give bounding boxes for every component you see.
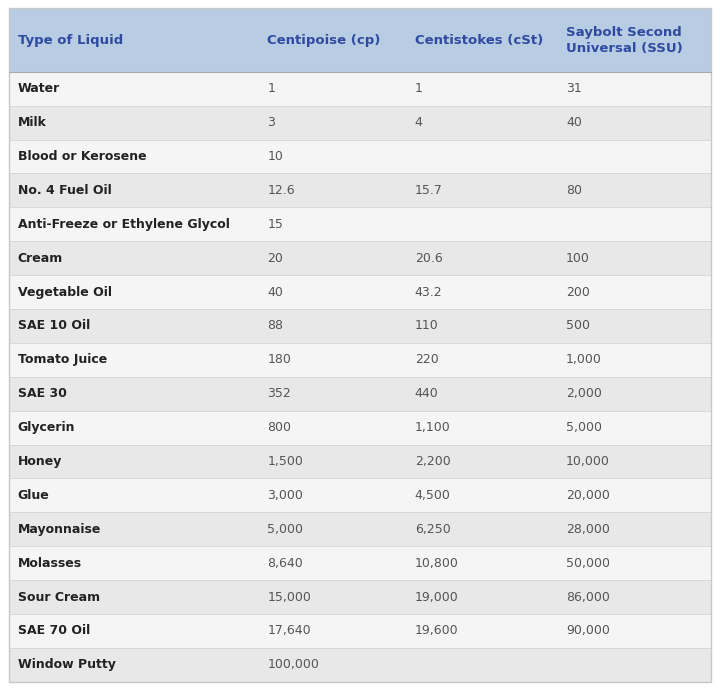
Text: 90,000: 90,000 — [566, 624, 610, 638]
Text: 40: 40 — [566, 116, 582, 129]
Text: 88: 88 — [267, 319, 283, 333]
Text: 800: 800 — [267, 421, 292, 434]
Text: Glycerin: Glycerin — [18, 421, 76, 434]
Text: 10,800: 10,800 — [415, 557, 459, 570]
Text: SAE 10 Oil: SAE 10 Oil — [18, 319, 90, 333]
Text: 5,000: 5,000 — [267, 523, 303, 535]
Text: 12.6: 12.6 — [267, 184, 295, 197]
Text: 20: 20 — [267, 252, 283, 265]
Text: 20,000: 20,000 — [566, 489, 610, 502]
Text: Mayonnaise: Mayonnaise — [18, 523, 101, 535]
Text: 4,500: 4,500 — [415, 489, 451, 502]
Text: 180: 180 — [267, 353, 291, 366]
Bar — [9, 580, 711, 614]
Text: 1,000: 1,000 — [566, 353, 602, 366]
Text: Cream: Cream — [18, 252, 63, 265]
Bar — [9, 309, 711, 343]
Text: 3: 3 — [267, 116, 275, 129]
Text: 2,000: 2,000 — [566, 387, 602, 400]
Text: No. 4 Fuel Oil: No. 4 Fuel Oil — [18, 184, 112, 197]
Text: 100,000: 100,000 — [267, 658, 319, 671]
Bar — [9, 614, 711, 648]
Bar — [9, 546, 711, 580]
Text: 15,000: 15,000 — [267, 591, 311, 604]
Bar — [9, 648, 711, 682]
Text: 1,100: 1,100 — [415, 421, 451, 434]
Text: 500: 500 — [566, 319, 590, 333]
Text: 19,600: 19,600 — [415, 624, 459, 638]
Bar — [9, 478, 711, 512]
Text: 10,000: 10,000 — [566, 455, 610, 468]
Text: Type of Liquid: Type of Liquid — [18, 34, 123, 46]
Text: 1,500: 1,500 — [267, 455, 303, 468]
Text: 3,000: 3,000 — [267, 489, 303, 502]
Text: 8,640: 8,640 — [267, 557, 303, 570]
Text: 86,000: 86,000 — [566, 591, 610, 604]
Text: 50,000: 50,000 — [566, 557, 610, 570]
Bar — [9, 241, 711, 275]
Bar — [9, 275, 711, 309]
Text: 1: 1 — [267, 82, 275, 95]
Text: 15.7: 15.7 — [415, 184, 443, 197]
Text: 110: 110 — [415, 319, 438, 333]
Text: Vegetable Oil: Vegetable Oil — [18, 286, 112, 299]
Text: 6,250: 6,250 — [415, 523, 451, 535]
Text: 2,200: 2,200 — [415, 455, 451, 468]
Text: 19,000: 19,000 — [415, 591, 459, 604]
Text: 5,000: 5,000 — [566, 421, 602, 434]
Text: Tomato Juice: Tomato Juice — [18, 353, 107, 366]
Text: Glue: Glue — [18, 489, 50, 502]
Text: Saybolt Second
Universal (SSU): Saybolt Second Universal (SSU) — [566, 26, 683, 55]
Text: Anti-Freeze or Ethylene Glycol: Anti-Freeze or Ethylene Glycol — [18, 218, 230, 230]
Text: Sour Cream: Sour Cream — [18, 591, 100, 604]
Text: SAE 30: SAE 30 — [18, 387, 67, 400]
Bar — [9, 207, 711, 242]
Text: 28,000: 28,000 — [566, 523, 610, 535]
Text: Honey: Honey — [18, 455, 62, 468]
Text: 10: 10 — [267, 150, 283, 163]
Text: 31: 31 — [566, 82, 582, 95]
Text: Centipoise (cp): Centipoise (cp) — [267, 34, 381, 46]
Bar — [9, 512, 711, 546]
Text: 352: 352 — [267, 387, 291, 400]
Bar — [9, 139, 711, 173]
Text: 440: 440 — [415, 387, 438, 400]
Text: 15: 15 — [267, 218, 283, 230]
Text: 43.2: 43.2 — [415, 286, 442, 299]
Text: 1: 1 — [415, 82, 423, 95]
Text: 100: 100 — [566, 252, 590, 265]
Bar — [9, 444, 711, 478]
Text: Water: Water — [18, 82, 60, 95]
Text: 17,640: 17,640 — [267, 624, 311, 638]
Text: 80: 80 — [566, 184, 582, 197]
Text: SAE 70 Oil: SAE 70 Oil — [18, 624, 90, 638]
Bar — [9, 106, 711, 139]
Text: Molasses: Molasses — [18, 557, 82, 570]
Text: 20.6: 20.6 — [415, 252, 443, 265]
Bar — [9, 343, 711, 377]
Text: Centistokes (cSt): Centistokes (cSt) — [415, 34, 543, 46]
Bar — [9, 377, 711, 411]
Text: 200: 200 — [566, 286, 590, 299]
Text: Blood or Kerosene: Blood or Kerosene — [18, 150, 146, 163]
Text: 220: 220 — [415, 353, 438, 366]
Text: 4: 4 — [415, 116, 423, 129]
Text: 40: 40 — [267, 286, 283, 299]
Bar — [9, 8, 711, 72]
Bar — [9, 72, 711, 106]
Text: Milk: Milk — [18, 116, 47, 129]
Text: Window Putty: Window Putty — [18, 658, 116, 671]
Bar — [9, 173, 711, 207]
Bar — [9, 411, 711, 444]
